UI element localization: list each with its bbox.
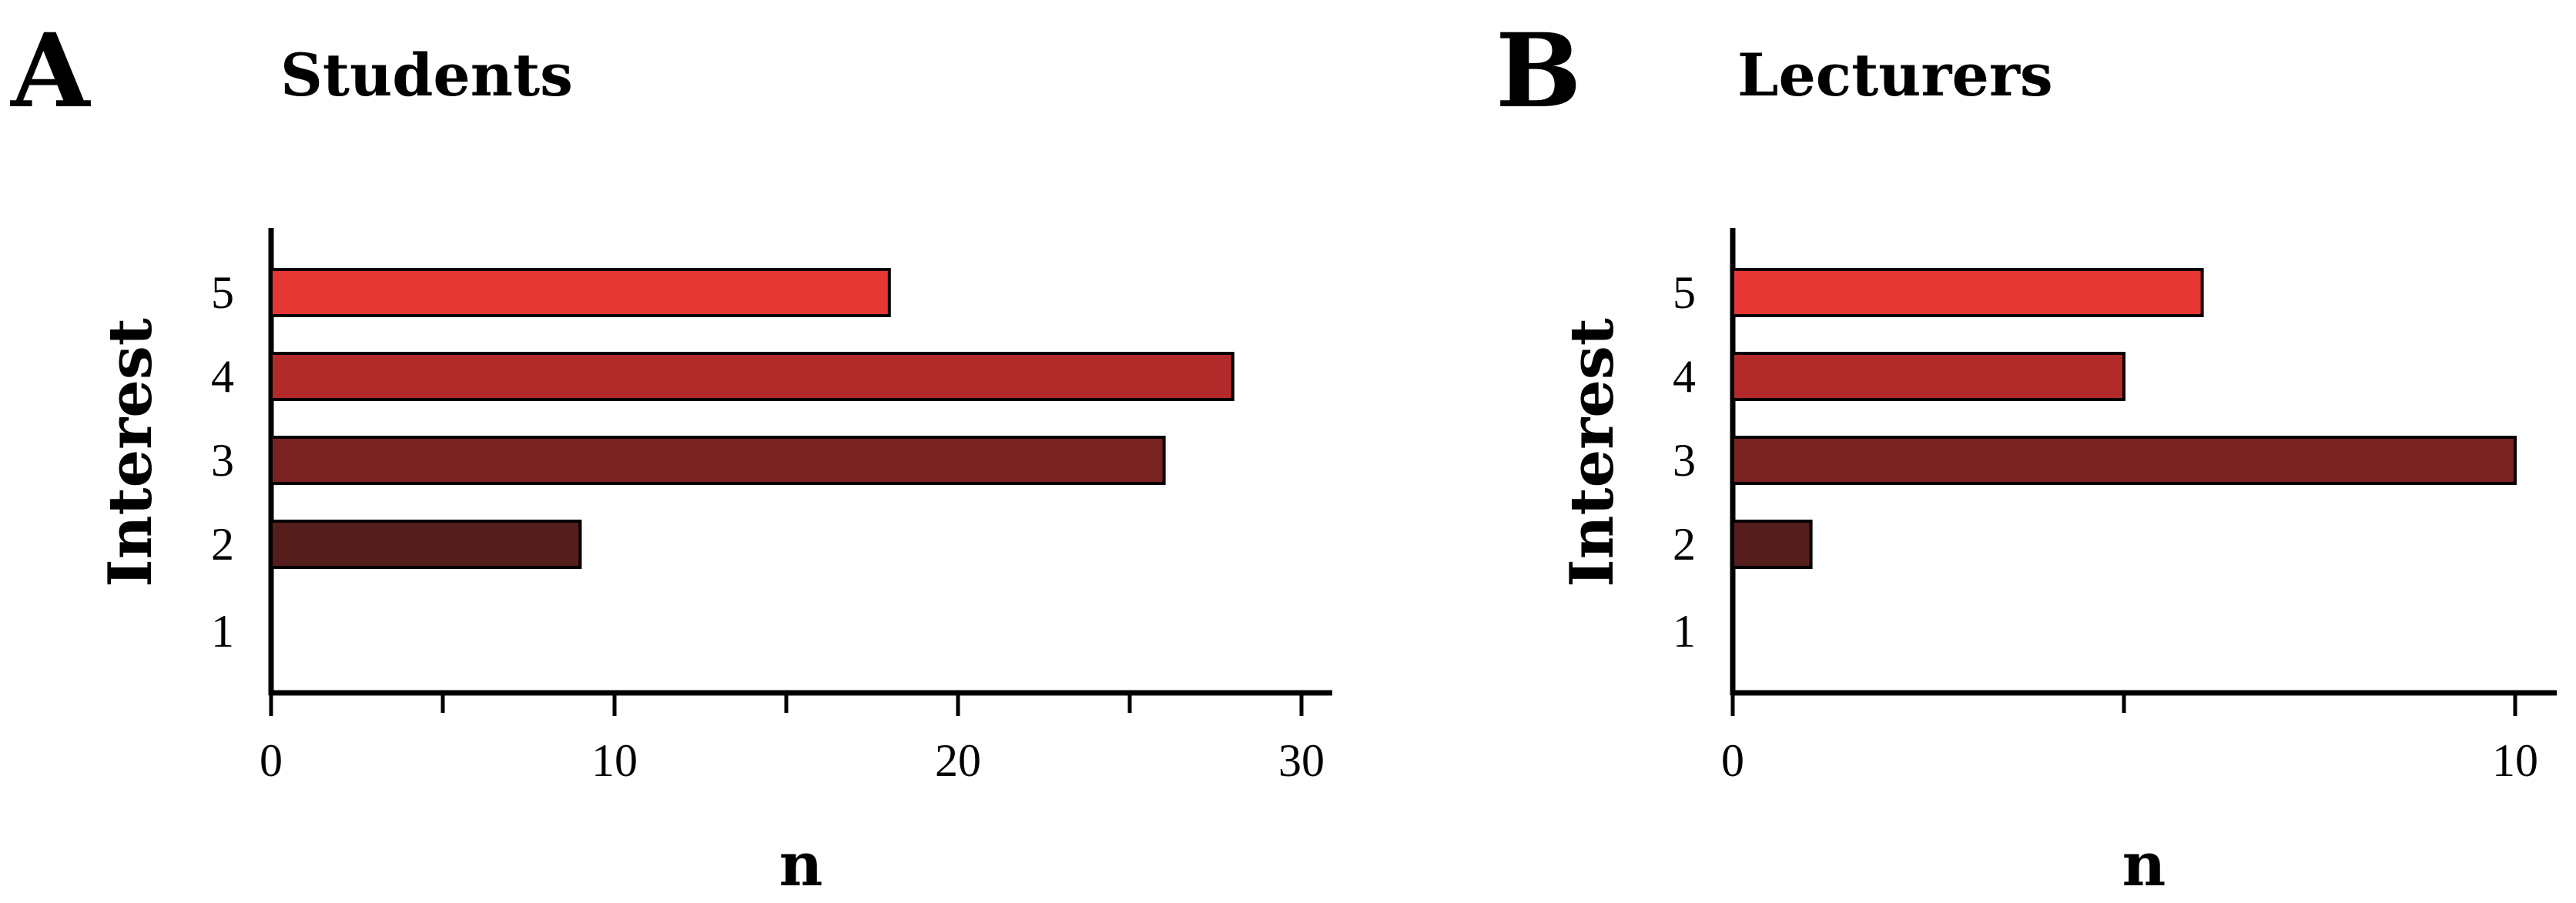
bar-interest-2 [270,520,582,569]
panel-letter-b: B [1496,12,1582,131]
y-tick-label-1: 1 [1673,606,1696,657]
y-axis-label: Interest [1557,318,1627,587]
panel-letter-a: A [9,12,91,131]
x-axis-label: n [2122,830,2166,900]
y-tick-label-1: 1 [211,606,234,657]
y-tick-label-3: 3 [1673,435,1696,486]
y-tick-label-2: 2 [1673,519,1696,570]
y-tick-label-5: 5 [211,267,234,318]
plot-area: 1 2 3 4 5 0 10 [1673,228,2557,786]
y-axis-label: Interest [95,318,166,587]
x-tick-label-20: 20 [935,735,981,786]
x-tick-label-30: 30 [1278,735,1325,786]
bar-interest-3 [270,436,1166,485]
chart-title-lecturers: Lecturers [1737,41,2053,109]
y-tick-label-3: 3 [211,435,234,486]
x-axis-label: n [779,830,823,900]
y-tick-label-4: 4 [1673,351,1696,402]
y-tick-label-2: 2 [211,519,234,570]
bar-interest-4 [270,352,1234,401]
bar-interest-5 [1731,268,2204,317]
bar-interest-5 [270,268,891,317]
plot-area: 1 2 3 4 5 0 10 20 30 [211,228,1332,786]
panel-students: A Students Interest n 1 2 3 4 5 0 10 20 30 [9,12,1332,900]
x-tick-label-10: 10 [591,735,638,786]
chart-title-students: Students [280,41,573,109]
bar-interest-2 [1731,520,1813,569]
y-tick-label-5: 5 [1673,267,1696,318]
x-tick-label-10: 10 [2492,735,2538,786]
bar-interest-3 [1731,436,2517,485]
x-tick-label-0: 0 [260,735,283,786]
y-tick-label-4: 4 [211,351,234,402]
bar-interest-4 [1731,352,2125,401]
panel-lecturers: B Lecturers Interest n 1 2 3 4 5 0 10 [1496,12,2557,900]
x-tick-label-0: 0 [1721,735,1744,786]
